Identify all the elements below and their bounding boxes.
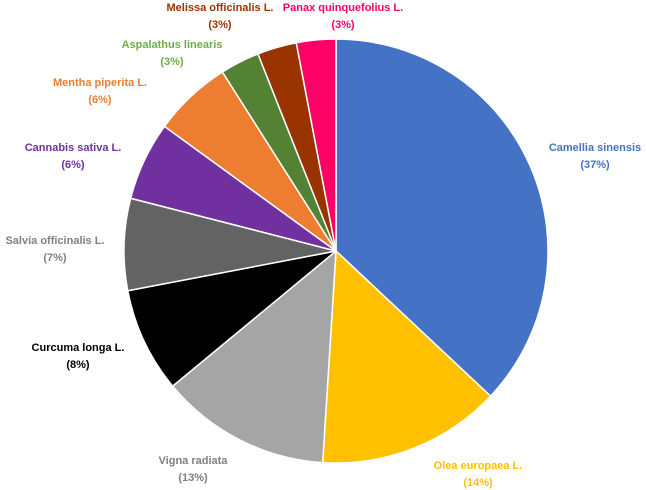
pie-slice (171, 249, 337, 464)
slice-value-label: (3%) (160, 56, 184, 68)
slice-label: Panax quinquefolius L. (283, 2, 403, 14)
slice-label: Cannabis sativa L. (25, 142, 122, 154)
slice-value-label: (8%) (66, 359, 90, 371)
slice-value-label: (3%) (208, 19, 232, 31)
slice-value-label: (14%) (463, 477, 493, 489)
slice-value-label: (6%) (61, 159, 85, 171)
slice-label: Mentha piperita L. (53, 77, 147, 89)
pie-slice (321, 249, 492, 464)
slice-label: Camellia sinensis (549, 142, 641, 154)
pie-slice (335, 38, 549, 398)
slice-label: Vigna radiata (159, 455, 229, 467)
slice-label: Curcuma longa L. (32, 342, 125, 354)
slice-label: Aspalathus linearis (122, 39, 223, 51)
slice-label: Salvia officinalis L. (5, 235, 104, 247)
slice-value-label: (13%) (178, 472, 208, 484)
slice-label: Melissa officinalis L. (167, 2, 274, 14)
slice-value-label: (3%) (331, 19, 355, 31)
slice-value-label: (6%) (88, 94, 112, 106)
slice-value-label: (7%) (43, 252, 67, 264)
pie-slice (126, 250, 337, 388)
slice-value-label: (37%) (580, 159, 610, 171)
slice-label: Olea europaea L. (434, 460, 523, 472)
pie-slice (295, 38, 337, 252)
